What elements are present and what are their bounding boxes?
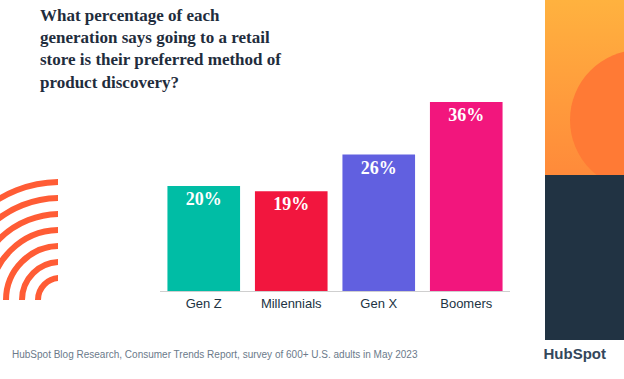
html-text:HubSpot: HubSpot xyxy=(543,345,606,362)
svg-text:20%: 20% xyxy=(186,189,222,209)
html-text:HubSpot Blog Research, Consume: HubSpot Blog Research, Consumer Trends R… xyxy=(12,349,418,360)
svg-text:Boomers: Boomers xyxy=(440,296,493,311)
svg-text:Gen Z: Gen Z xyxy=(186,296,222,311)
svg-text:What percentage of eachgenerat: What percentage of eachgeneration says g… xyxy=(40,6,281,91)
svg-text:26%: 26% xyxy=(361,158,397,178)
svg-text:Gen X: Gen X xyxy=(360,296,397,311)
svg-text:19%: 19% xyxy=(273,194,309,214)
svg-text:Millennials: Millennials xyxy=(261,296,322,311)
svg-text:36%: 36% xyxy=(448,105,484,125)
